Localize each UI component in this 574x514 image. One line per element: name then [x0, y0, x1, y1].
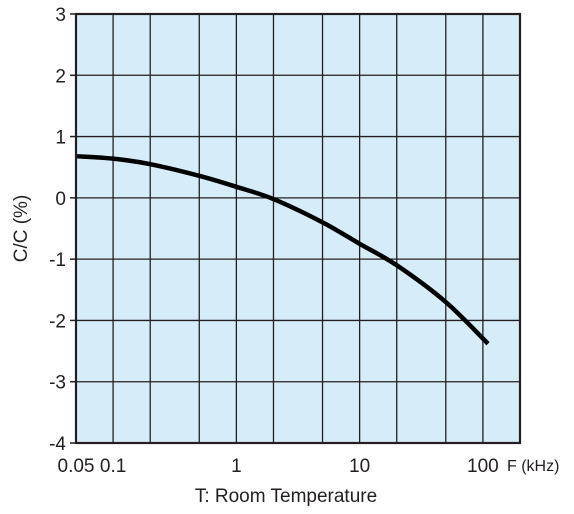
x-tick-label: 1 [231, 456, 242, 477]
x-tick-label: 100 [467, 456, 499, 477]
x-tick-label: 0.05 [58, 456, 95, 477]
y-tick-label: 3 [55, 5, 66, 26]
y-tick-label: -3 [49, 373, 66, 394]
y-tick-label: -1 [49, 250, 66, 271]
x-tick-labels: 0.05 0.1 1 10 100 [58, 456, 499, 477]
condition-note: T: Room Temperature [195, 486, 377, 507]
y-axis-label: C/C (%) [11, 195, 32, 263]
y-tick-labels: 3 2 1 0 -1 -2 -3 -4 [49, 5, 76, 455]
y-tick-label: -4 [49, 434, 66, 455]
series-line [75, 153, 490, 346]
y-tick-label: 2 [55, 66, 66, 87]
x-tick-label: 10 [349, 456, 370, 477]
x-axis-label: F (kHz) [507, 458, 559, 475]
plot-frame [74, 12, 522, 445]
y-tick-label: 0 [55, 189, 66, 210]
series-layer [75, 153, 490, 346]
y-tick-label: -2 [49, 311, 66, 332]
y-tick-label: 1 [55, 128, 66, 149]
x-tick-label: 0.1 [100, 456, 126, 477]
grid [76, 14, 520, 443]
plot-area [76, 14, 520, 443]
